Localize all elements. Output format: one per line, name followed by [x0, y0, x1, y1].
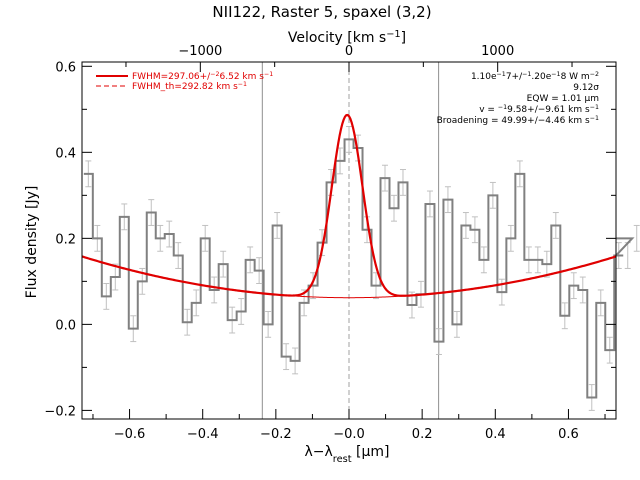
y-axis-title: Flux density [Jy] [24, 186, 40, 299]
legend-label: FWHM=297.06+/−26.52 km s−1 [132, 71, 273, 83]
x-tick-label: −0.6 [114, 427, 146, 442]
top-tick-label: 1000 [481, 44, 514, 59]
x-axis-title: λ−λrest [μm] [304, 444, 389, 465]
fit-annotation: 9.12σ [573, 83, 599, 93]
y-tick-labels: −0.2 0.0 0.2 0.4 0.6 [44, 60, 76, 419]
legend: FWHM=297.06+/−26.52 km s−1FWHM_th=292.82… [96, 71, 273, 93]
gaussian-fit-line [81, 113, 617, 297]
x-tick-label: −0.0 [333, 427, 365, 442]
x-tick-label: 0.2 [412, 427, 433, 442]
y-tick-label: 0.2 [55, 232, 76, 247]
x-tick-label: 0.6 [558, 427, 579, 442]
top-tick-label: −1000 [178, 44, 222, 59]
top-axis-title: Velocity [km s−1] [288, 29, 406, 47]
top-tick-label: 0 [345, 44, 353, 59]
chart-title: NII122, Raster 5, spaxel (3,2) [212, 3, 431, 21]
y-tick-label: −0.2 [44, 404, 76, 419]
legend-label: FWHM_th=292.82 km s−1 [132, 81, 247, 93]
vertical-reference-lines [261, 62, 440, 419]
x-tick-labels: −0.6 −0.4 −0.2 −0.0 0.2 0.4 0.6 [114, 427, 579, 442]
fit-annotation: Broadening = 49.99+/−4.46 km s−1 [437, 115, 599, 127]
y-tick-label: 0.4 [55, 146, 76, 161]
fit-annotation: EQW = 1.01 μm [527, 94, 599, 104]
top-tick-labels: −1000 0 1000 [178, 44, 514, 59]
x-tick-label: −0.2 [260, 427, 292, 442]
fit-annotation: 1.10e−17+/−1.20e−18 W m−2 [471, 71, 599, 83]
x-tick-label: 0.4 [485, 427, 506, 442]
axis-ticks [82, 62, 616, 419]
y-tick-label: 0.6 [55, 60, 76, 75]
fit-annotation: v = −19.58+/−9.61 km s−1 [479, 104, 599, 116]
y-tick-label: 0.0 [55, 318, 76, 333]
x-tick-label: −0.4 [187, 427, 219, 442]
spectrum-histogram [83, 138, 635, 399]
